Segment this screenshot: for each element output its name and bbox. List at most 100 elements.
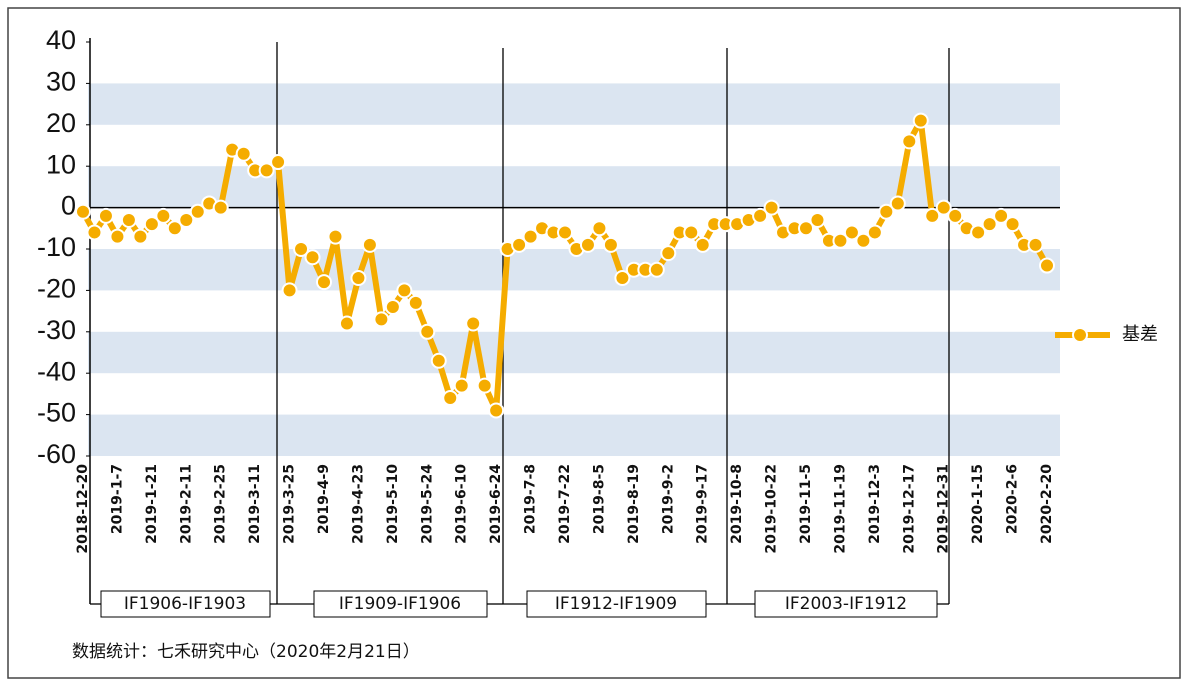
- point-marker: [304, 249, 321, 266]
- point-marker: [591, 220, 608, 237]
- point-marker: [75, 203, 91, 220]
- contract-label: IF1906-IF1903: [124, 594, 246, 614]
- point-marker: [901, 133, 918, 150]
- point-marker: [1004, 216, 1021, 233]
- x-tick-label: 2019-2-25: [213, 464, 229, 544]
- x-tick-label: 2019-12-17: [901, 464, 917, 554]
- contract-box: [313, 590, 488, 618]
- contract-box: [100, 590, 271, 618]
- point-marker: [843, 224, 860, 241]
- x-tick-label: 2019-11-5: [798, 464, 814, 544]
- y-tick-label: -60: [37, 439, 76, 469]
- point-marker: [924, 207, 941, 224]
- x-tick-label: 2019-8-5: [591, 464, 607, 534]
- point-marker: [763, 199, 780, 216]
- point-marker: [361, 236, 378, 253]
- x-tick-label: 2018-12-20: [75, 464, 91, 554]
- y-tick-label: -40: [37, 356, 76, 386]
- point-marker: [809, 212, 826, 229]
- point-marker: [132, 228, 149, 245]
- point-marker: [465, 315, 482, 332]
- x-tick-label: 2020-2-20: [1039, 464, 1055, 544]
- x-tick-label: 2019-9-17: [695, 464, 711, 544]
- legend-marker: [1072, 327, 1088, 343]
- point-marker: [752, 207, 769, 224]
- point-marker: [442, 390, 459, 407]
- point-marker: [511, 236, 528, 253]
- source-note: 数据统计：七禾研究中心（2020年2月21日）: [72, 642, 420, 662]
- x-tick-label: 2019-12-31: [936, 464, 952, 554]
- point-marker: [981, 216, 998, 233]
- frame: [7, 7, 1181, 679]
- y-tick-label: 0: [61, 191, 76, 221]
- point-marker: [522, 228, 539, 245]
- point-marker: [912, 112, 929, 129]
- point-marker: [488, 402, 505, 419]
- x-tick-label: 2020-2-6: [1005, 464, 1021, 534]
- point-marker: [212, 199, 229, 216]
- point-marker: [935, 199, 952, 216]
- point-marker: [694, 236, 711, 253]
- contract-label: IF1909-IF1906: [339, 594, 461, 614]
- x-tick-label: 2019-6-24: [488, 464, 504, 544]
- x-tick-label: 2019-7-8: [523, 464, 539, 534]
- x-tick-label: 2019-1-21: [144, 464, 160, 544]
- point-marker: [419, 323, 436, 340]
- grid-band: [88, 414, 1060, 456]
- point-marker: [660, 245, 677, 262]
- point-marker: [235, 145, 252, 162]
- point-marker: [178, 212, 195, 229]
- x-tick-label: 2019-4-9: [316, 464, 332, 534]
- point-marker: [97, 207, 114, 224]
- contract-box: [754, 590, 938, 618]
- point-marker: [327, 228, 344, 245]
- point-marker: [338, 315, 355, 332]
- y-tick-label: 10: [46, 149, 76, 179]
- x-tick-label: 2019-10-8: [729, 464, 745, 544]
- point-marker: [258, 162, 275, 179]
- x-tick-label: 2019-1-7: [109, 464, 125, 534]
- x-tick-label: 2019-4-23: [350, 464, 366, 544]
- contract-box: [526, 590, 707, 618]
- point-marker: [86, 224, 103, 241]
- x-tick-label: 2019-11-19: [832, 464, 848, 554]
- x-tick-label: 2019-8-19: [626, 464, 642, 544]
- point-marker: [476, 377, 493, 394]
- y-tick-label: 30: [46, 67, 76, 97]
- point-marker: [373, 311, 390, 328]
- legend-label: 基差: [1122, 324, 1158, 345]
- point-marker: [855, 232, 872, 249]
- grid-band: [88, 166, 1060, 208]
- y-tick-label: -20: [37, 274, 76, 304]
- grid-band: [88, 83, 1060, 125]
- y-tick-label: 20: [46, 108, 76, 138]
- point-marker: [270, 154, 287, 171]
- point-marker: [430, 352, 447, 369]
- point-marker: [350, 269, 367, 286]
- point-marker: [947, 207, 964, 224]
- point-marker: [316, 274, 332, 291]
- point-marker: [281, 282, 298, 299]
- contract-label: IF2003-IF1912: [785, 594, 907, 614]
- x-tick-label: 2019-9-2: [660, 464, 676, 534]
- point-marker: [396, 282, 413, 299]
- point-marker: [889, 195, 906, 212]
- x-tick-label: 2019-12-3: [867, 464, 883, 544]
- point-marker: [683, 224, 700, 241]
- x-tick-label: 2020-1-15: [970, 464, 986, 544]
- point-marker: [832, 232, 849, 249]
- x-tick-label: 2019-7-22: [557, 464, 573, 544]
- x-tick-label: 2019-6-10: [454, 464, 470, 544]
- point-marker: [1027, 236, 1044, 253]
- grid-band: [88, 331, 1060, 374]
- x-tick-label: 2019-3-11: [247, 464, 263, 544]
- x-tick-label: 2019-2-11: [178, 464, 194, 544]
- point-marker: [602, 236, 619, 253]
- x-tick-label: 2019-3-25: [282, 464, 298, 544]
- point-marker: [1039, 257, 1055, 274]
- point-marker: [614, 269, 631, 286]
- point-marker: [166, 220, 183, 237]
- point-marker: [384, 298, 401, 315]
- y-tick-label: -30: [37, 315, 76, 345]
